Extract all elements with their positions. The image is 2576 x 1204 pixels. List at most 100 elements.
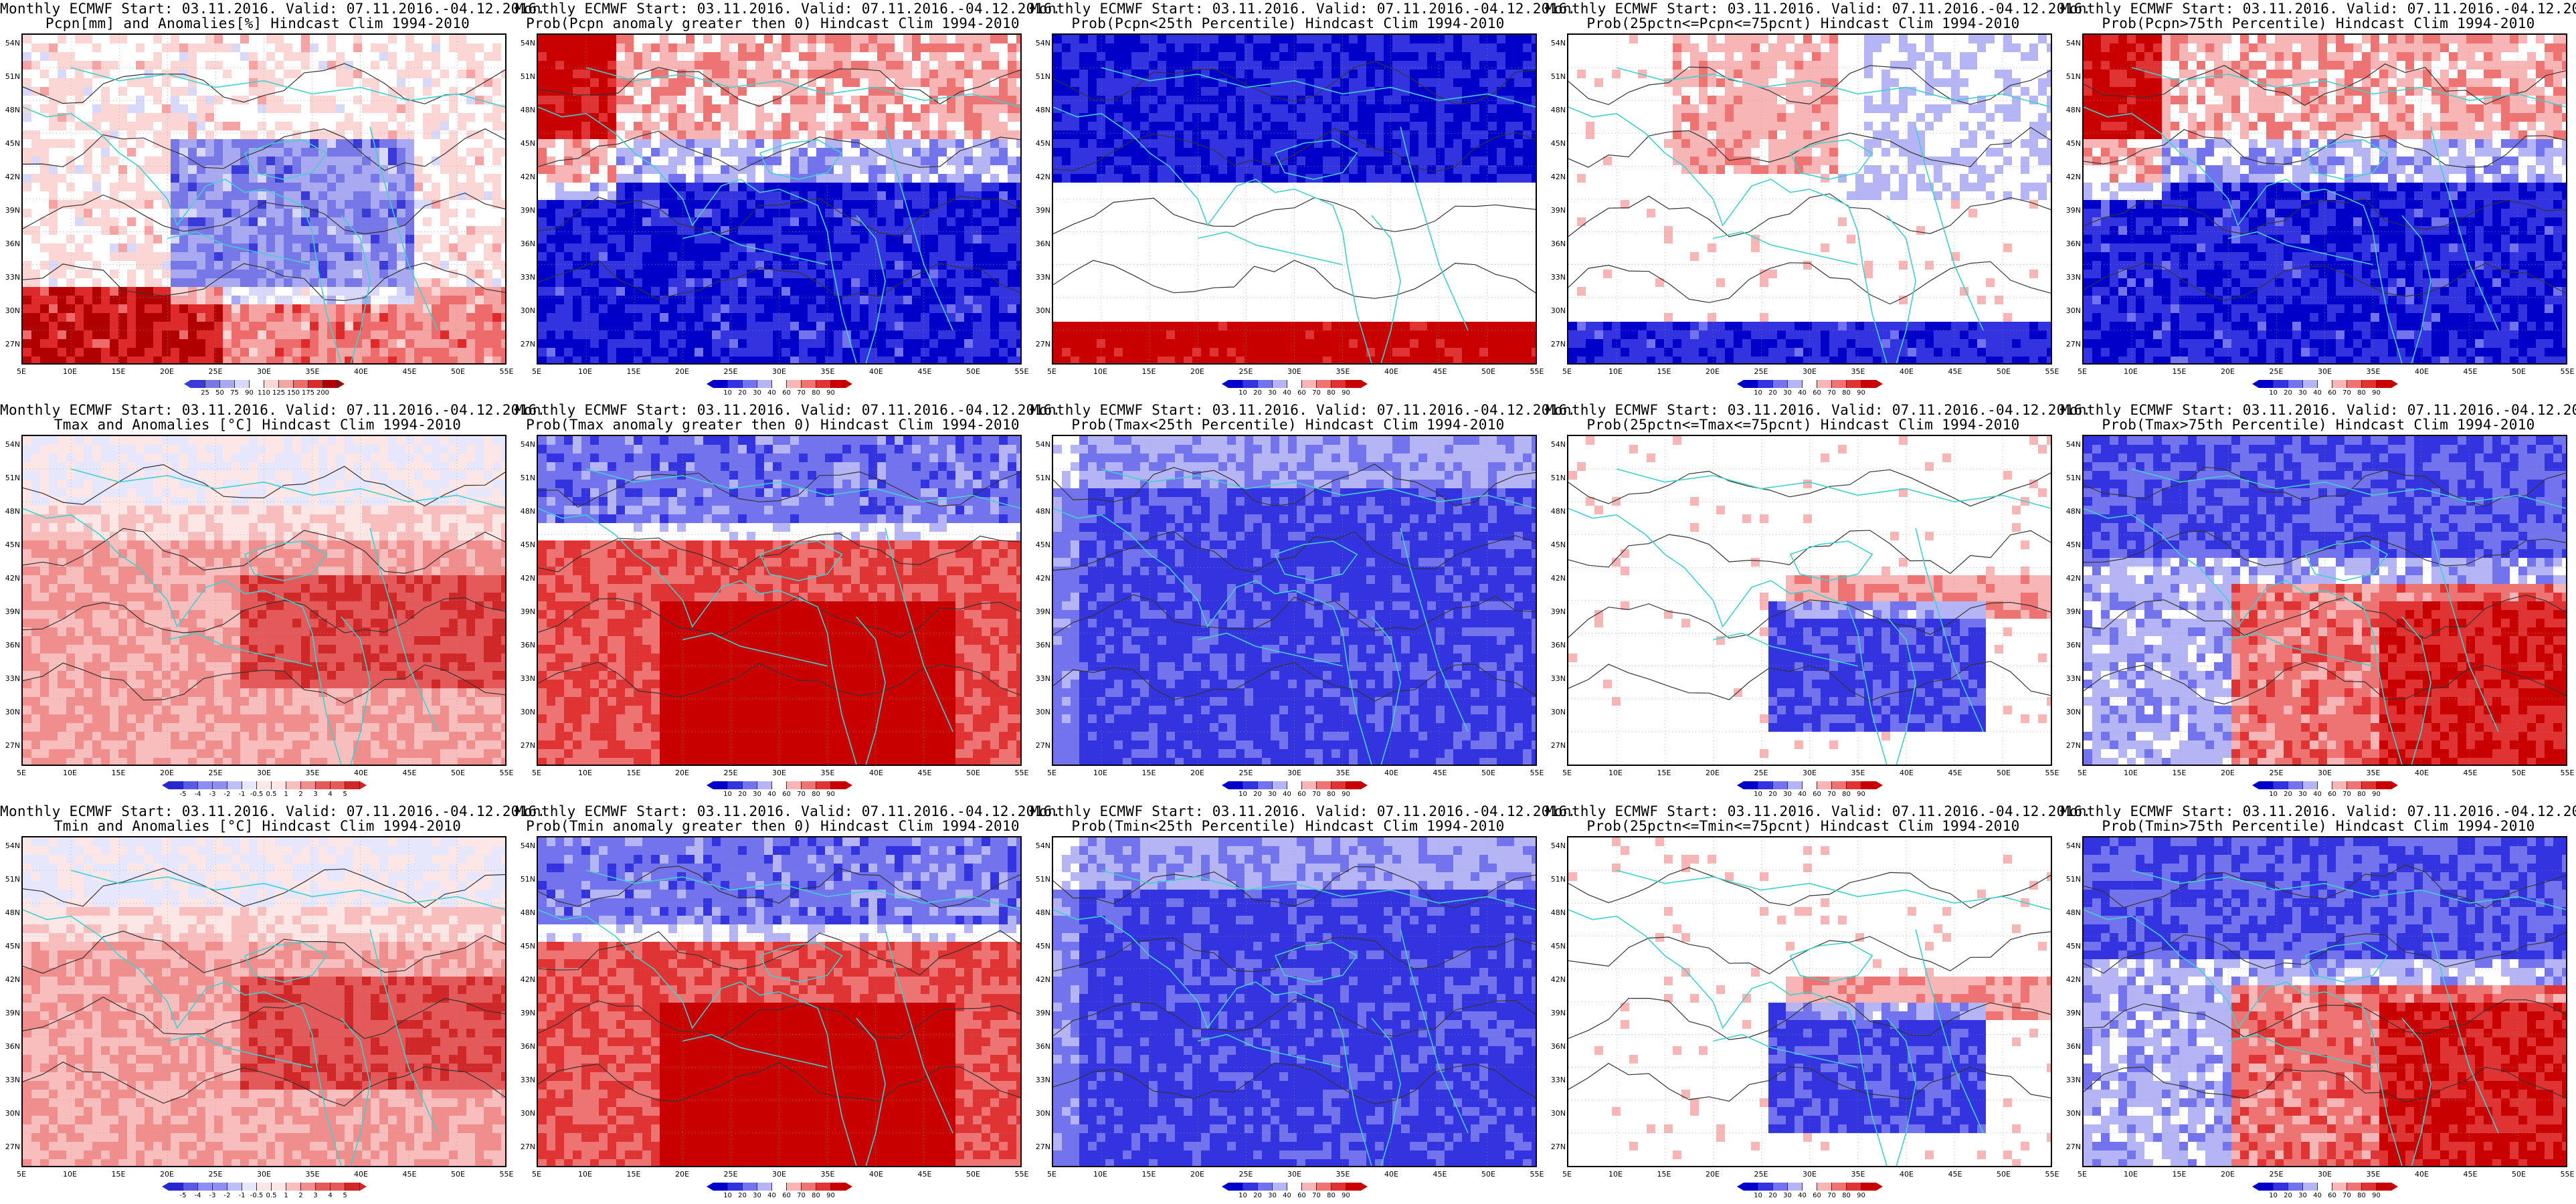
field-cell <box>1016 313 1020 322</box>
field-cell <box>466 252 476 262</box>
field-cell <box>755 70 765 79</box>
field-cell <box>642 243 652 253</box>
field-cell <box>458 287 467 296</box>
field-cell <box>860 78 869 88</box>
field-cell <box>912 78 921 88</box>
field-cell <box>371 35 380 44</box>
field-cell <box>712 165 721 175</box>
field-cell <box>484 252 493 262</box>
field-cell <box>58 304 67 314</box>
field-cell <box>292 348 302 357</box>
field-cell <box>999 322 1008 331</box>
field-cell <box>712 287 721 296</box>
field-cell <box>755 313 765 322</box>
field-cell <box>127 339 136 348</box>
field-cell <box>1523 61 1532 70</box>
field-cell <box>353 200 363 209</box>
field-cell <box>1331 70 1341 79</box>
field-cell <box>432 235 441 244</box>
field-cell <box>75 96 84 105</box>
field-cell <box>738 322 747 331</box>
field-cell <box>353 243 363 253</box>
field-cell <box>266 157 276 166</box>
contour-line <box>538 67 1020 107</box>
field-cell <box>362 139 371 148</box>
field-cell <box>1366 104 1376 114</box>
field-cell <box>912 191 921 201</box>
field-cell <box>75 183 84 192</box>
field-cell <box>1279 113 1289 122</box>
field-cell <box>188 43 197 53</box>
field-cell <box>1175 43 1184 53</box>
field-cell <box>205 217 215 227</box>
field-cell <box>773 209 782 218</box>
field-cell <box>781 61 791 70</box>
field-cell <box>616 165 626 175</box>
field-cell <box>171 304 180 314</box>
field-cell <box>1358 96 1367 105</box>
field-cell <box>318 122 328 131</box>
field-cell <box>868 139 878 148</box>
colorbar-tick-label: 50 <box>212 389 228 397</box>
field-cell <box>432 157 441 166</box>
field-cell <box>1375 104 1384 114</box>
field-cell <box>492 78 502 88</box>
field-cell <box>651 313 660 322</box>
field-cell <box>214 235 223 244</box>
field-cell <box>547 78 556 88</box>
longitude-label: 15E <box>1139 367 1159 376</box>
field-cell <box>764 322 773 331</box>
field-cell <box>118 35 128 44</box>
field-cell <box>564 157 573 166</box>
field-cell <box>432 313 441 322</box>
field-cell <box>92 104 102 114</box>
field-cell <box>1523 113 1532 122</box>
field-cell <box>475 278 484 288</box>
field-cell <box>179 191 189 201</box>
field-cell <box>475 78 484 88</box>
field-cell <box>49 113 58 122</box>
colorbar-cell <box>293 380 308 388</box>
field-cell <box>1462 35 1471 44</box>
field-cell <box>23 217 32 227</box>
field-cell <box>153 130 163 140</box>
field-cell <box>790 235 800 244</box>
field-cell <box>136 348 145 357</box>
field-cell <box>895 217 904 227</box>
field-cell <box>738 148 747 157</box>
field-cell <box>484 70 493 79</box>
field-cell <box>703 357 713 363</box>
field-cell <box>781 235 791 244</box>
field-cell <box>501 165 505 175</box>
field-cell <box>816 104 826 114</box>
field-cell <box>1358 113 1367 122</box>
field-cell <box>1445 104 1454 114</box>
field-cell <box>573 261 582 270</box>
field-cell <box>371 43 380 53</box>
field-cell <box>877 165 887 175</box>
field-cell <box>466 113 476 122</box>
field-cell <box>921 183 930 192</box>
field-cell <box>171 296 180 305</box>
field-cell <box>1262 52 1271 62</box>
field-cell <box>1471 113 1480 122</box>
field-cell <box>912 43 921 53</box>
field-cell <box>1218 87 1228 96</box>
field-cell <box>1262 61 1271 70</box>
field-cell <box>266 148 276 157</box>
field-cell <box>668 226 678 235</box>
field-cell <box>799 304 808 314</box>
field-cell <box>101 348 110 357</box>
field-cell <box>353 113 363 122</box>
field-cell <box>599 139 608 148</box>
field-cell <box>1210 35 1219 44</box>
field-cell <box>379 35 389 44</box>
field-cell <box>31 261 41 270</box>
field-cell <box>118 287 128 296</box>
field-cell <box>1401 61 1410 70</box>
field-cell <box>903 313 913 322</box>
field-cell <box>599 296 608 305</box>
field-cell <box>397 304 406 314</box>
field-cell <box>616 304 626 314</box>
field-cell <box>677 35 686 44</box>
